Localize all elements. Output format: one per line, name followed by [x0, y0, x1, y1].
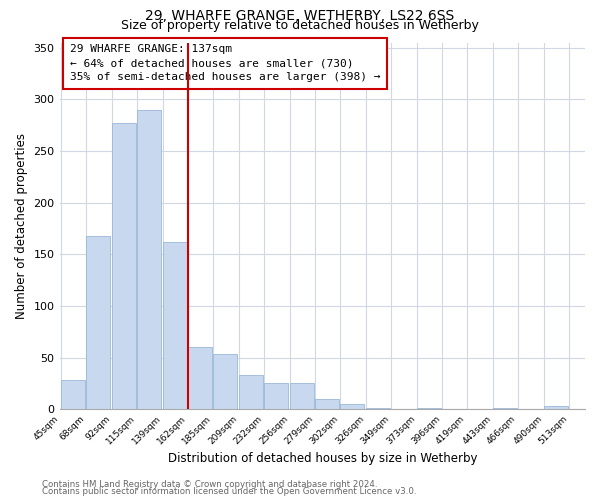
Bar [290, 382, 314, 409]
Text: 29 WHARFE GRANGE: 137sqm
← 64% of detached houses are smaller (730)
35% of semi-: 29 WHARFE GRANGE: 137sqm ← 64% of detach… [70, 44, 380, 82]
Text: Contains HM Land Registry data © Crown copyright and database right 2024.: Contains HM Land Registry data © Crown c… [42, 480, 377, 489]
Bar [544, 406, 568, 410]
Bar [212, 354, 237, 410]
X-axis label: Distribution of detached houses by size in Wetherby: Distribution of detached houses by size … [167, 452, 477, 465]
Bar [112, 123, 136, 410]
Bar [239, 376, 263, 410]
Bar [86, 236, 110, 410]
Bar [365, 408, 391, 410]
Text: Size of property relative to detached houses in Wetherby: Size of property relative to detached ho… [121, 19, 479, 32]
Y-axis label: Number of detached properties: Number of detached properties [15, 133, 28, 319]
Bar [188, 348, 212, 410]
Bar [163, 242, 187, 410]
Text: Contains public sector information licensed under the Open Government Licence v3: Contains public sector information licen… [42, 487, 416, 496]
Text: 29, WHARFE GRANGE, WETHERBY, LS22 6SS: 29, WHARFE GRANGE, WETHERBY, LS22 6SS [145, 9, 455, 23]
Bar [314, 399, 340, 409]
Bar [417, 408, 442, 410]
Bar [340, 404, 364, 409]
Bar [137, 110, 161, 410]
Bar [61, 380, 85, 410]
Bar [493, 408, 517, 410]
Bar [263, 382, 288, 409]
